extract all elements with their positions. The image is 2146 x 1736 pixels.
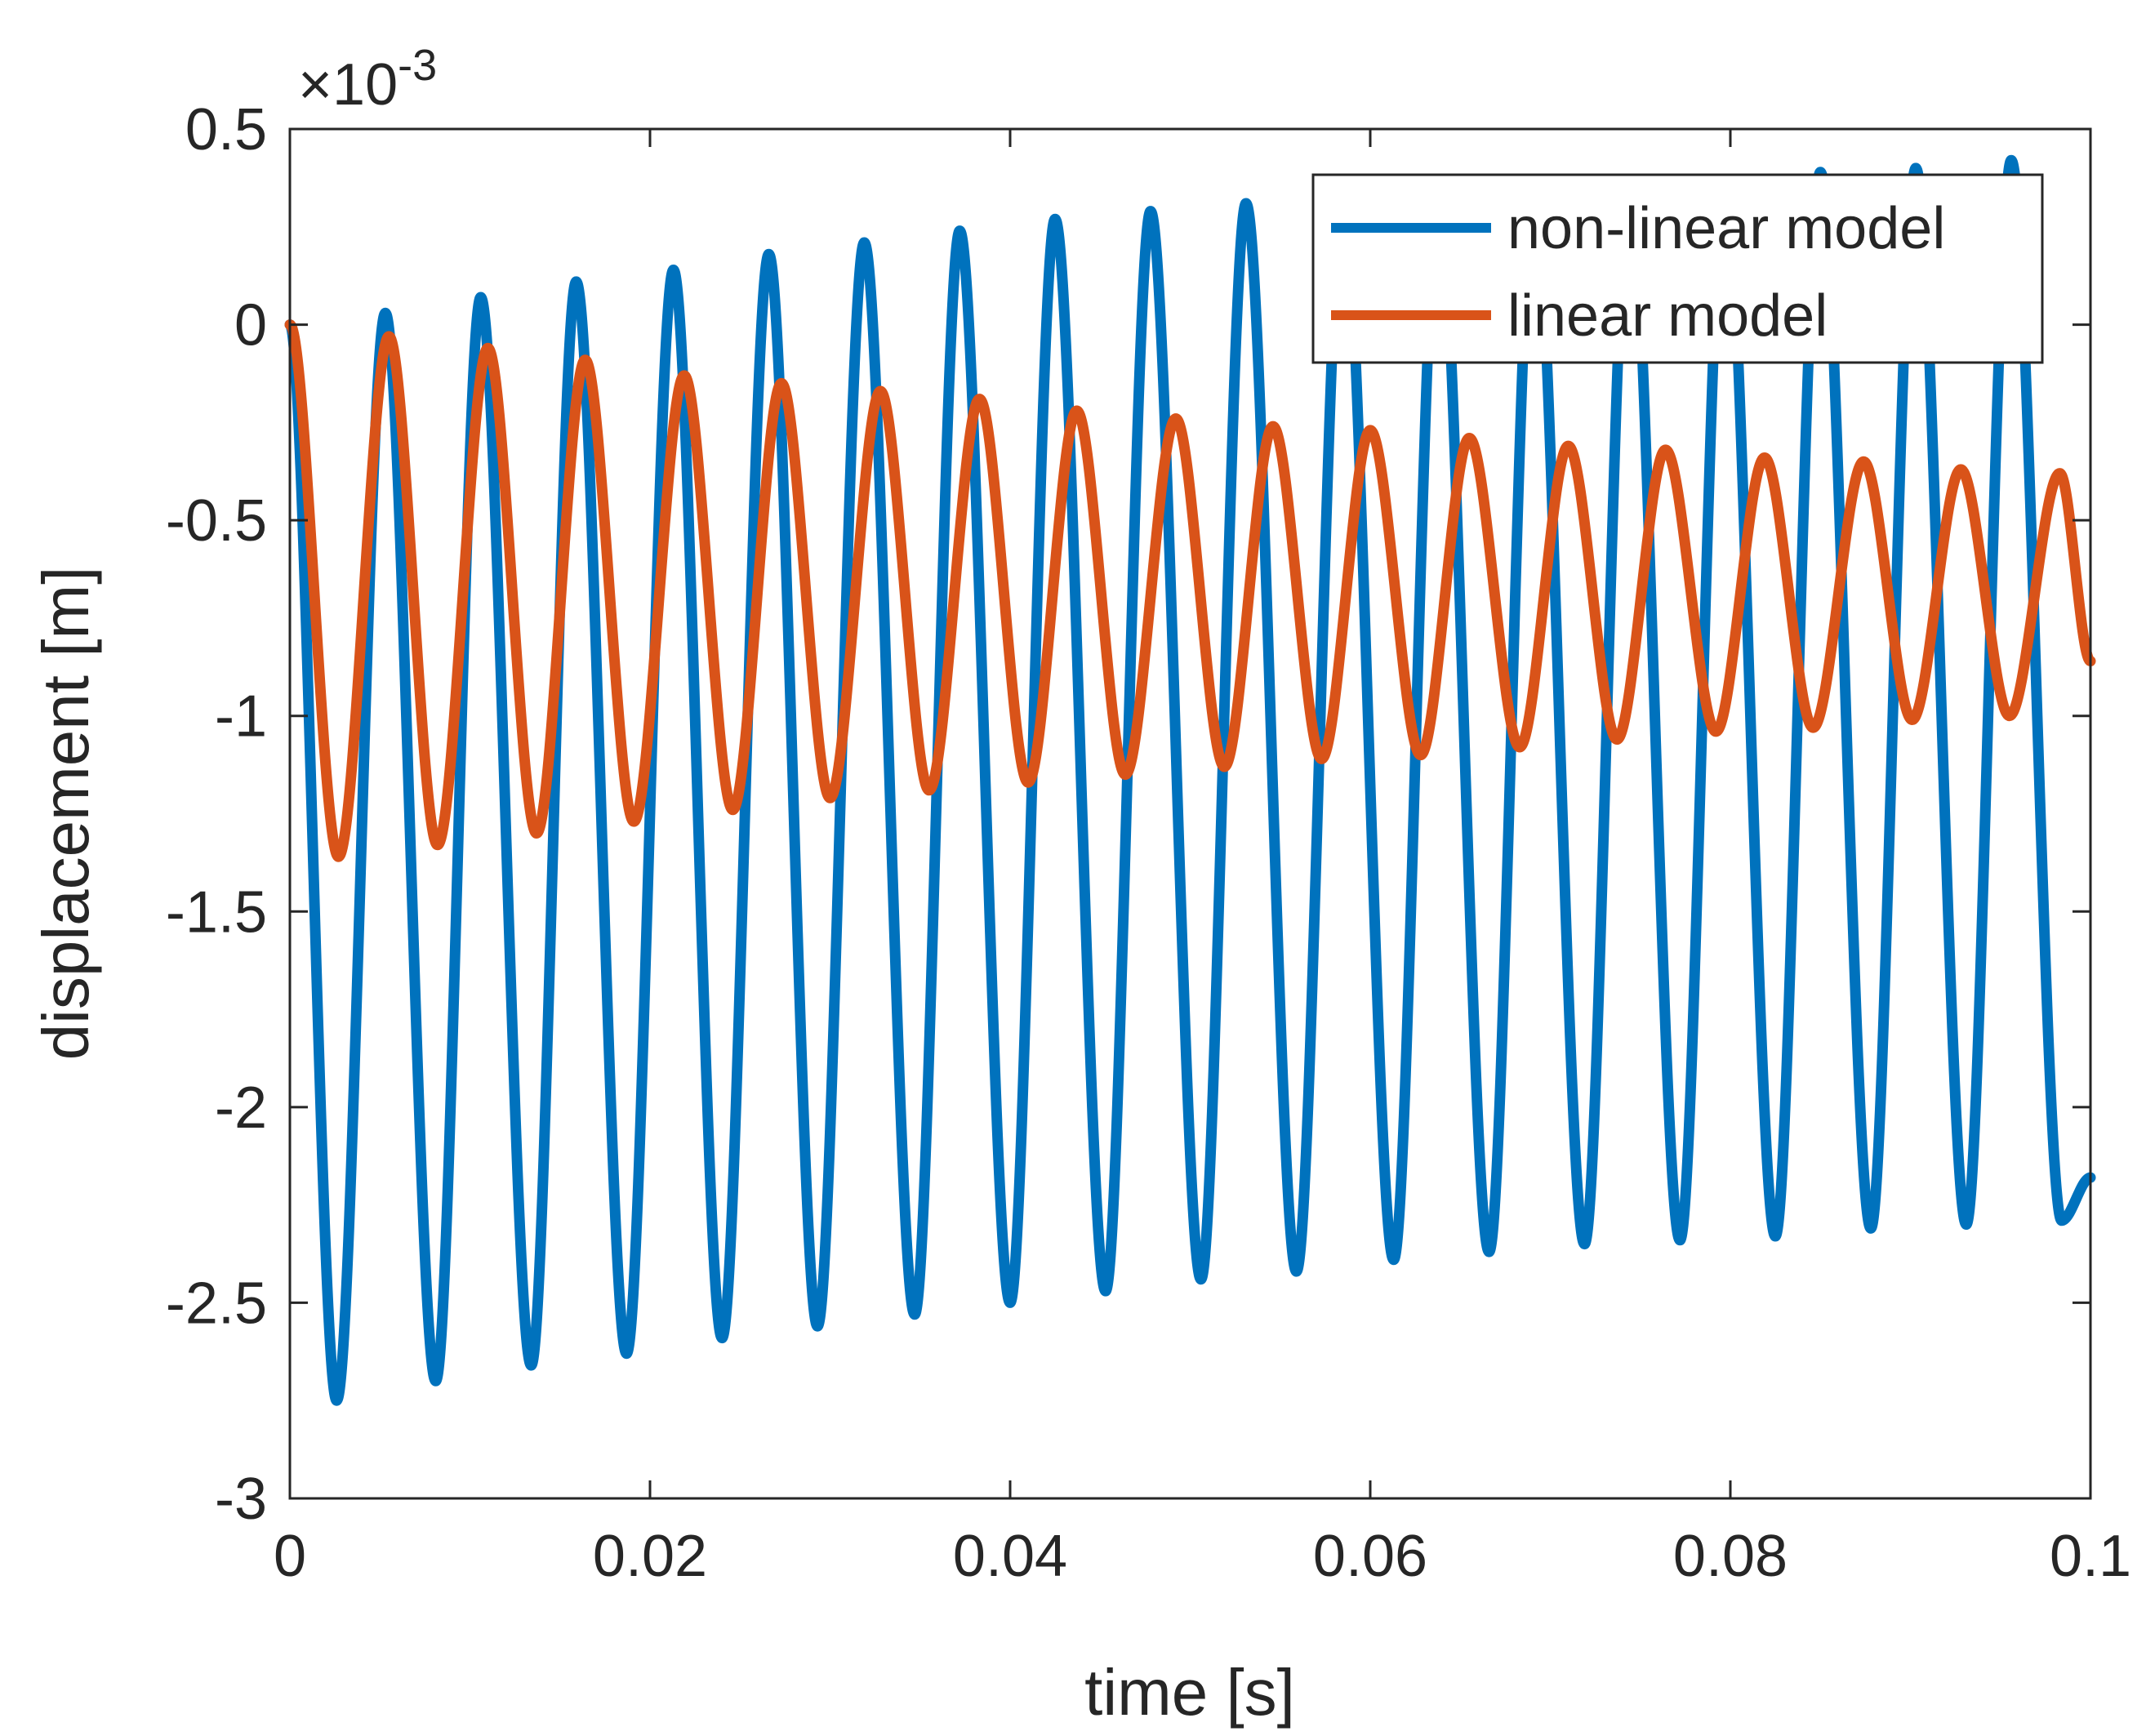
y-tick-label: -3	[215, 1467, 267, 1532]
x-tick-label: 0.08	[1673, 1524, 1788, 1589]
y-exponent-label: ×10-3	[298, 41, 437, 118]
y-exponent-power: -3	[398, 41, 437, 90]
y-exponent-base: ×10	[298, 52, 398, 118]
y-tick-label: -1	[215, 684, 267, 750]
legend-label-non-linear: non-linear model	[1507, 196, 1945, 261]
plot-frame	[288, 127, 2092, 1500]
y-tick-label: -0.5	[166, 488, 267, 554]
y-tick-label: -2.5	[166, 1271, 267, 1336]
x-tick-label: 0.04	[953, 1524, 1067, 1589]
series-line-linear-model	[284, 319, 2096, 862]
x-axis-title: time [s]	[1084, 1656, 1295, 1729]
x-tick-label: 0.1	[2050, 1524, 2131, 1589]
x-tick-label: 0.06	[1313, 1524, 1427, 1589]
y-tick-label: 0.5	[185, 97, 267, 162]
ticks-layer: 0 0.02 0.04 0.06 0.08 0.1 0.5 0 -0.5 -1 -1.5 -2 -2.5…	[166, 97, 2131, 1589]
series-layer	[284, 154, 2096, 1406]
legend: non-linear model linear model	[1311, 173, 2044, 364]
y-tick-label: -2	[215, 1075, 267, 1141]
legend-box	[1311, 173, 2044, 364]
y-axis-title: displacement [m]	[29, 567, 102, 1061]
y-tick-label: 0	[234, 293, 267, 358]
y-tick-label: -1.5	[166, 879, 267, 945]
x-tick-label: 0	[274, 1524, 306, 1589]
legend-label-linear: linear model	[1507, 283, 1828, 349]
x-tick-label: 0.02	[593, 1524, 707, 1589]
